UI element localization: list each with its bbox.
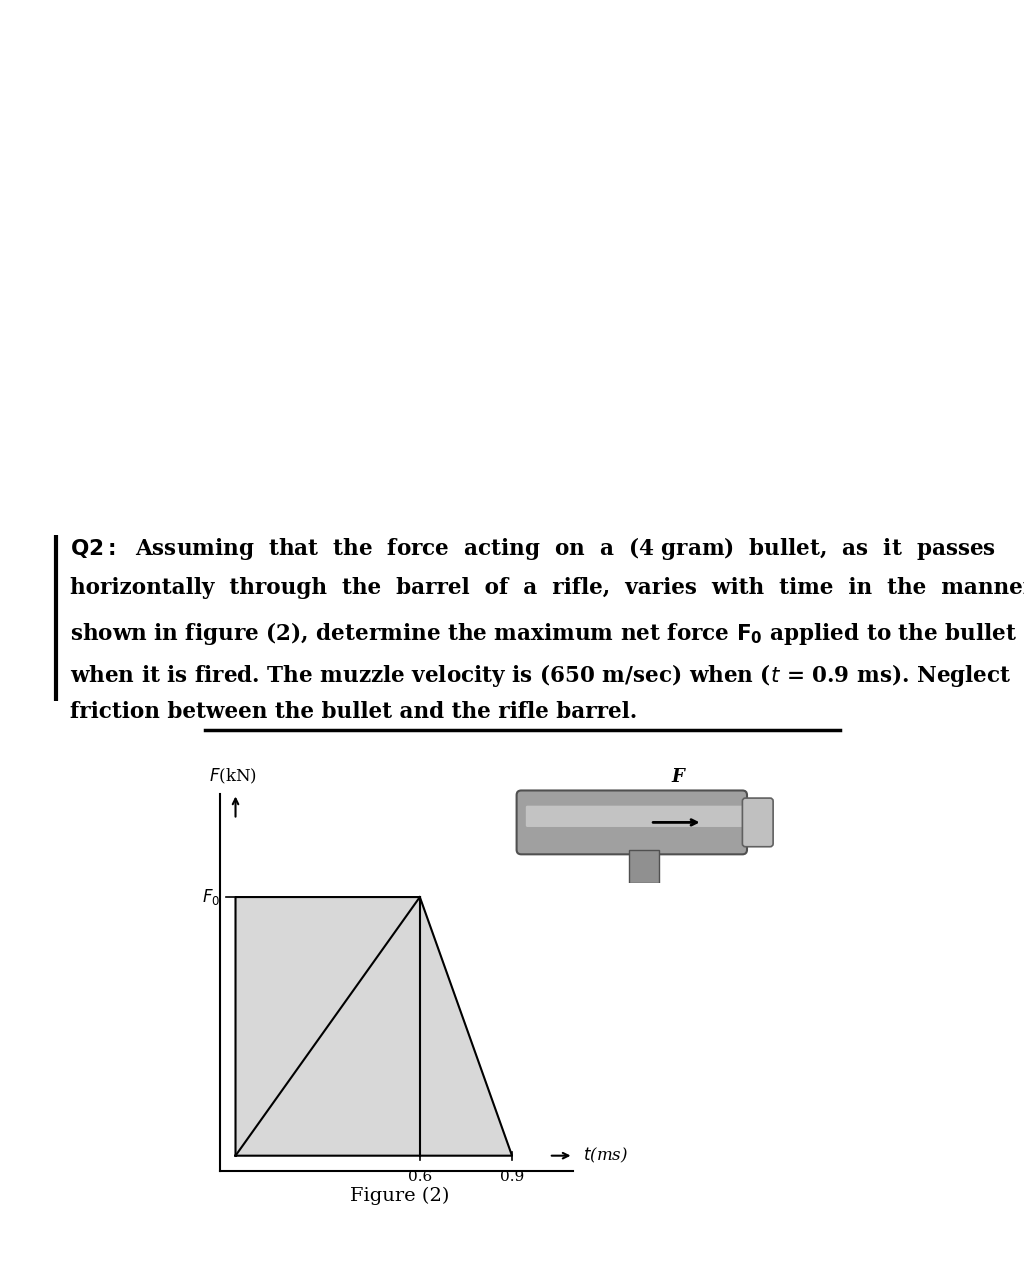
Text: 0.9: 0.9 (500, 1170, 524, 1184)
FancyBboxPatch shape (629, 850, 659, 883)
Text: horizontally  through  the  barrel  of  a  rifle,  varies  with  time  in  the  : horizontally through the barrel of a rif… (70, 577, 1024, 599)
Text: F: F (672, 768, 684, 786)
FancyBboxPatch shape (526, 805, 743, 827)
Text: $F_0$: $F_0$ (202, 887, 220, 908)
Text: $F$(kN): $F$(kN) (209, 767, 256, 786)
FancyBboxPatch shape (742, 799, 773, 847)
Text: shown in figure (2), determine the maximum net force $\bf{F_0}$ applied to the b: shown in figure (2), determine the maxim… (70, 620, 1017, 646)
Text: Figure (2): Figure (2) (349, 1187, 450, 1204)
Text: when it is fired. The muzzle velocity is (650 m/sec) when ($t$ = 0.9 ms). Neglec: when it is fired. The muzzle velocity is… (70, 662, 1011, 689)
Text: $t$(ms): $t$(ms) (583, 1146, 628, 1165)
Text: friction between the bullet and the rifle barrel.: friction between the bullet and the rifl… (70, 701, 637, 723)
Text: 0.6: 0.6 (408, 1170, 432, 1184)
Text: $\bf{Q2:}$  Assuming  that  the  force  acting  on  a  (4 gram)  bullet,  as  it: $\bf{Q2:}$ Assuming that the force actin… (70, 535, 995, 562)
FancyBboxPatch shape (516, 791, 748, 854)
Polygon shape (236, 897, 512, 1156)
